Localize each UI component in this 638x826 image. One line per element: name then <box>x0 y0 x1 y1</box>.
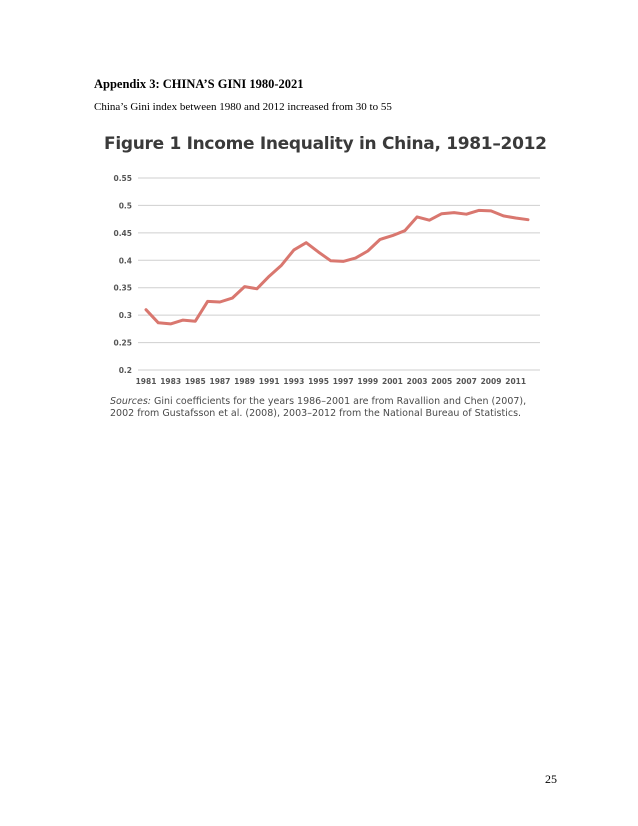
y-tick-label: 0.4 <box>119 256 132 265</box>
x-tick-label: 1999 <box>357 377 378 386</box>
x-tick-label: 2001 <box>382 377 403 386</box>
x-tick-label: 2007 <box>456 377 477 386</box>
figure-sources: Sources: Gini coefficients for the years… <box>110 396 550 420</box>
x-tick-label: 1997 <box>333 377 354 386</box>
x-tick-label: 1981 <box>136 377 157 386</box>
x-tick-label: 2003 <box>407 377 428 386</box>
appendix-subtext: China’s Gini index between 1980 and 2012… <box>94 101 392 113</box>
x-tick-label: 2011 <box>505 377 526 386</box>
x-tick-label: 1995 <box>308 377 329 386</box>
x-tick-label: 1983 <box>160 377 181 386</box>
sources-line-1: Gini coefficients for the years 1986–200… <box>151 396 527 407</box>
gini-series-line <box>144 208 530 326</box>
sources-label: Sources: <box>110 396 151 407</box>
x-tick-label: 1993 <box>283 377 304 386</box>
figure-1: Figure 1 Income Inequality in China, 198… <box>104 130 554 430</box>
x-tick-label: 1985 <box>185 377 206 386</box>
figure-title: Figure 1 Income Inequality in China, 198… <box>104 134 547 154</box>
y-tick-label: 0.45 <box>113 229 132 238</box>
x-tick-label: 1987 <box>209 377 230 386</box>
y-tick-label: 0.2 <box>119 366 132 375</box>
x-tick-label: 1989 <box>234 377 255 386</box>
x-tick-label: 2005 <box>431 377 452 386</box>
gini-line-chart: 0.2 0.25 0.3 0.35 0.4 0.45 0.5 0.55 1981 1983 1985… <box>113 174 540 386</box>
y-tick-label: 0.3 <box>119 311 132 320</box>
y-tick-label: 0.5 <box>119 201 132 210</box>
y-tick-label: 0.55 <box>113 174 132 183</box>
y-tick-label: 0.35 <box>113 284 132 293</box>
page-number: 25 <box>545 772 557 786</box>
y-tick-label: 0.25 <box>113 339 132 348</box>
x-tick-label: 2009 <box>481 377 502 386</box>
sources-line-2: 2002 from Gustafsson et al. (2008), 2003… <box>110 408 522 419</box>
appendix-heading: Appendix 3: CHINA’S GINI 1980-2021 <box>94 77 304 91</box>
x-tick-label: 1991 <box>259 377 280 386</box>
